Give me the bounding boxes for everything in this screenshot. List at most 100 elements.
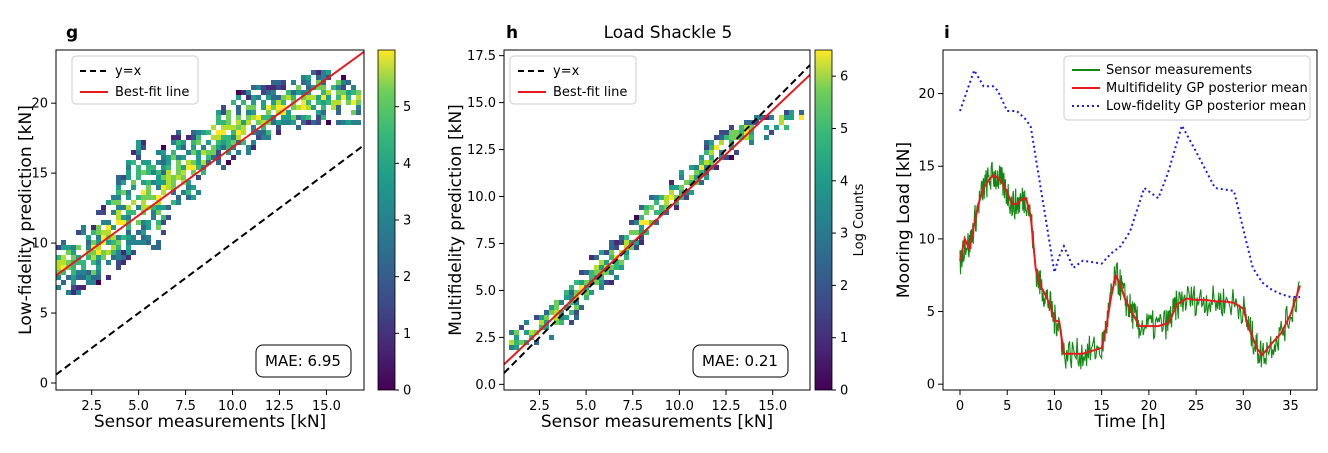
heatmap-cell <box>176 160 181 165</box>
heatmap-cell <box>216 110 221 115</box>
heatmap-cell <box>559 300 564 305</box>
heatmap-cell <box>171 140 176 145</box>
chart-lines <box>504 64 810 374</box>
heatmap-cell <box>141 205 146 210</box>
heatmap-cell <box>156 245 161 250</box>
heatmap-cell <box>301 75 306 80</box>
heatmap-cell <box>744 120 749 125</box>
heatmap-cell <box>96 240 101 245</box>
heatmap-cell <box>131 250 136 255</box>
heatmap-cell <box>256 115 261 120</box>
heatmap-cell <box>206 150 211 155</box>
heatmap-cell <box>669 185 674 190</box>
heatmap-cell <box>246 90 251 95</box>
heatmap-cell <box>649 195 654 200</box>
heatmap-cell <box>684 195 689 200</box>
heatmap-cell <box>286 95 291 100</box>
colorbar-label: Log Counts <box>852 183 867 256</box>
heatmap-cell <box>176 170 181 175</box>
heatmap-cell <box>719 135 724 140</box>
heatmap-cell <box>589 290 594 295</box>
heatmap-cell <box>81 230 86 235</box>
heatmap-cell <box>569 320 574 325</box>
heatmap-cell <box>221 130 226 135</box>
heatmap-cell <box>106 220 111 225</box>
heatmap-cell <box>341 80 346 85</box>
heatmap-cell <box>266 135 271 140</box>
heatmap-cell <box>146 225 151 230</box>
heatmap-cell <box>96 225 101 230</box>
heatmap-cell <box>574 310 579 315</box>
heatmap-cell <box>271 90 276 95</box>
heatmap-cell <box>101 240 106 245</box>
mae-label: MAE: 6.95 <box>265 352 341 370</box>
heatmap-cell <box>634 240 639 245</box>
heatmap-cell <box>549 305 554 310</box>
heatmap-cell <box>669 195 674 200</box>
heatmap-cell <box>514 340 519 345</box>
heatmap-cell <box>544 325 549 330</box>
heatmap-cell <box>261 135 266 140</box>
heatmap-cell <box>236 150 241 155</box>
heatmap-cell <box>739 125 744 130</box>
x-tick-label: 10.0 <box>218 399 247 414</box>
heatmap-cell <box>321 115 326 120</box>
heatmap-cell <box>321 105 326 110</box>
mae-label: MAE: 0.21 <box>702 352 778 370</box>
heatmap-cell <box>81 270 86 275</box>
chart-title: Load Shackle 5 <box>604 23 733 43</box>
heatmap-cell <box>131 150 136 155</box>
heatmap-cell <box>346 100 351 105</box>
colorbar-tick-label: 3 <box>840 227 848 242</box>
heatmap-cell <box>81 275 86 280</box>
heatmap-cell <box>764 135 769 140</box>
y-ticks: 0 5 10 15 20 <box>31 97 56 392</box>
heatmap-cell <box>281 85 286 90</box>
heatmap-cell <box>136 195 141 200</box>
heatmap-cell <box>281 115 286 120</box>
mae-frame <box>255 344 352 378</box>
heatmap-cell <box>56 285 61 290</box>
heatmap-cell <box>569 300 574 305</box>
heatmap-cell <box>341 75 346 80</box>
heatmap-cell <box>91 270 96 275</box>
heatmap-cell <box>714 165 719 170</box>
y-tick-label: 0 <box>40 377 48 392</box>
heatmap-cell <box>644 210 649 215</box>
heatmap-cell <box>61 255 66 260</box>
y-tick-label: 0.0 <box>475 378 496 393</box>
heatmap-cell <box>679 175 684 180</box>
heatmap-cell <box>151 180 156 185</box>
heatmap-cell <box>291 90 296 95</box>
heatmap-cell <box>171 190 176 195</box>
heatmap-cell <box>186 190 191 195</box>
heatmap-cell <box>191 130 196 135</box>
heatmap-cell <box>231 155 236 160</box>
heatmap-cell <box>714 145 719 150</box>
heatmap-cell <box>141 170 146 175</box>
heatmap-cell <box>61 260 66 265</box>
heatmap-cell <box>509 345 514 350</box>
heatmap-cell <box>306 115 311 120</box>
heatmap-cell <box>514 330 519 335</box>
heatmap-cell <box>694 175 699 180</box>
heatmap-cell <box>634 245 639 250</box>
heatmap-cell <box>321 90 326 95</box>
heatmap-cell <box>564 305 569 310</box>
y-ticks: 0 5 10 15 20 <box>918 87 943 393</box>
heatmap-cell <box>306 95 311 100</box>
heatmap-cell <box>116 245 121 250</box>
heatmap-cell <box>141 230 146 235</box>
heatmap-cell <box>276 95 281 100</box>
heatmap-cell <box>181 175 186 180</box>
heatmap-cell <box>71 275 76 280</box>
heatmap-cell <box>161 160 166 165</box>
heatmap-cell <box>554 305 559 310</box>
heatmap-cell <box>111 210 116 215</box>
heatmap-cell <box>331 85 336 90</box>
heatmap-cell <box>316 70 321 75</box>
heatmap-cell <box>66 260 71 265</box>
heatmap-cell <box>784 125 789 130</box>
heatmap-cell <box>241 120 246 125</box>
heatmap-cell <box>589 270 594 275</box>
